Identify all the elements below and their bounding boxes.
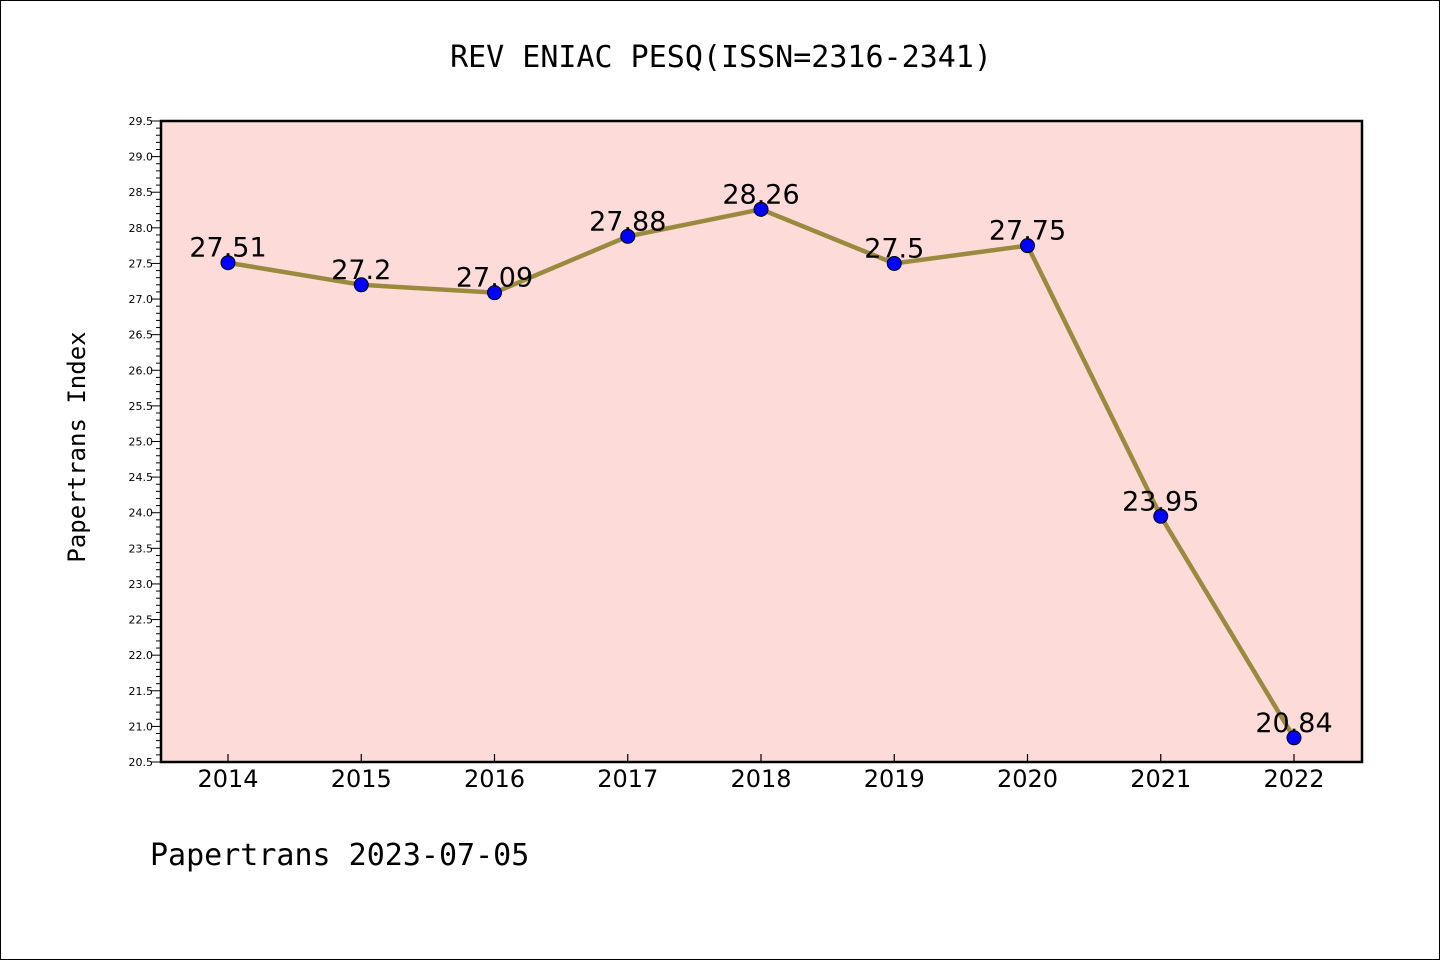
data-label: 27.2 — [331, 255, 391, 286]
y-tick-label: 29.5 — [129, 115, 154, 128]
y-tick-label: 25.5 — [129, 400, 154, 413]
data-label: 27.88 — [589, 206, 666, 237]
y-axis-label: Papertrans Index — [63, 331, 91, 562]
x-tick-label: 2015 — [331, 765, 392, 793]
plot-area — [159, 119, 1364, 764]
data-point — [886, 255, 902, 271]
y-tick-label: 20.5 — [129, 756, 154, 769]
y-tick-label: 21.0 — [129, 720, 154, 733]
y-tick-label: 23.0 — [129, 578, 154, 591]
y-tick-label: 26.5 — [129, 329, 154, 342]
x-tick-label: 2016 — [464, 765, 525, 793]
x-tick-label: 2018 — [730, 765, 791, 793]
data-label: 27.51 — [189, 233, 266, 264]
y-tick-label: 28.5 — [129, 186, 154, 199]
data-points — [220, 201, 1302, 746]
y-axis: 20.5 21.0 21.5 22.0 22.5 23.0 23.5 24.0 24.5 25.0… — [129, 115, 161, 769]
data-label: 27.75 — [989, 216, 1066, 247]
y-tick-label: 25.0 — [129, 436, 154, 449]
y-tick-label: 27.0 — [129, 293, 154, 306]
data-point — [1153, 508, 1169, 524]
x-tick-label: 2019 — [864, 765, 925, 793]
y-tick-label: 22.0 — [129, 649, 154, 662]
x-tick-label: 2020 — [997, 765, 1058, 793]
y-tick-label: 24.5 — [129, 471, 154, 484]
y-tick-label: 22.5 — [129, 614, 154, 627]
y-tick-label: 23.5 — [129, 542, 154, 555]
data-point — [353, 277, 369, 293]
x-axis: 2014 2015 2016 2017 2018 2019 2020 2021 2022 — [197, 754, 1325, 793]
y-tick-label: 24.0 — [129, 507, 154, 520]
data-point — [620, 228, 636, 244]
data-point — [1020, 238, 1035, 254]
data-label: 27.09 — [456, 263, 533, 294]
x-tick-label: 2022 — [1263, 765, 1324, 793]
x-tick-label: 2021 — [1130, 765, 1191, 793]
footer-caption: Papertrans 2023-07-05 — [150, 838, 529, 873]
x-tick-label: 2017 — [597, 765, 658, 793]
data-label: 27.5 — [864, 233, 924, 264]
data-label: 28.26 — [722, 179, 799, 210]
y-tick-label: 29.0 — [129, 151, 154, 164]
data-point — [220, 255, 236, 271]
data-point — [487, 285, 502, 301]
data-labels: 27.51 27.2 27.09 27.88 28.26 27.5 27.75 23.95 20… — [189, 179, 1332, 738]
x-tick-label: 2014 — [197, 765, 258, 793]
y-tick-label: 27.5 — [129, 257, 154, 270]
y-tick-label: 26.0 — [129, 364, 154, 377]
chart-title: REV ENIAC PESQ(ISSN=2316-2341) — [450, 40, 992, 75]
y-tick-label: 21.5 — [129, 685, 154, 698]
data-point — [753, 201, 769, 217]
y-tick-label: 28.0 — [129, 222, 154, 235]
data-label: 20.84 — [1255, 708, 1332, 739]
data-label: 23.95 — [1122, 486, 1199, 517]
data-point — [1286, 730, 1302, 746]
